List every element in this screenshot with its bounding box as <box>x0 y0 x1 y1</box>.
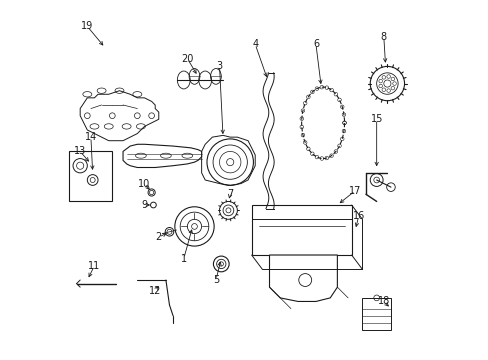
Text: 20: 20 <box>181 54 193 64</box>
Text: 1: 1 <box>181 253 186 264</box>
Text: 9: 9 <box>141 200 147 210</box>
Polygon shape <box>123 144 201 167</box>
Text: 10: 10 <box>138 179 150 189</box>
Text: 12: 12 <box>149 286 161 296</box>
Text: 7: 7 <box>226 189 233 199</box>
FancyBboxPatch shape <box>69 152 112 202</box>
Text: 11: 11 <box>88 261 101 271</box>
Text: 14: 14 <box>84 132 97 142</box>
Text: 4: 4 <box>252 39 258 49</box>
Text: 17: 17 <box>348 186 361 196</box>
Polygon shape <box>80 91 159 141</box>
Text: 3: 3 <box>216 61 222 71</box>
Text: 5: 5 <box>212 275 219 285</box>
FancyBboxPatch shape <box>362 298 390 330</box>
Text: 6: 6 <box>312 39 318 49</box>
Text: 16: 16 <box>352 211 364 221</box>
Text: 13: 13 <box>74 147 86 157</box>
Text: 8: 8 <box>380 32 386 42</box>
Text: 18: 18 <box>377 296 389 306</box>
Polygon shape <box>251 205 351 255</box>
Text: 15: 15 <box>370 114 382 124</box>
Text: 19: 19 <box>81 21 93 31</box>
Polygon shape <box>269 255 337 301</box>
Text: 2: 2 <box>155 232 162 242</box>
